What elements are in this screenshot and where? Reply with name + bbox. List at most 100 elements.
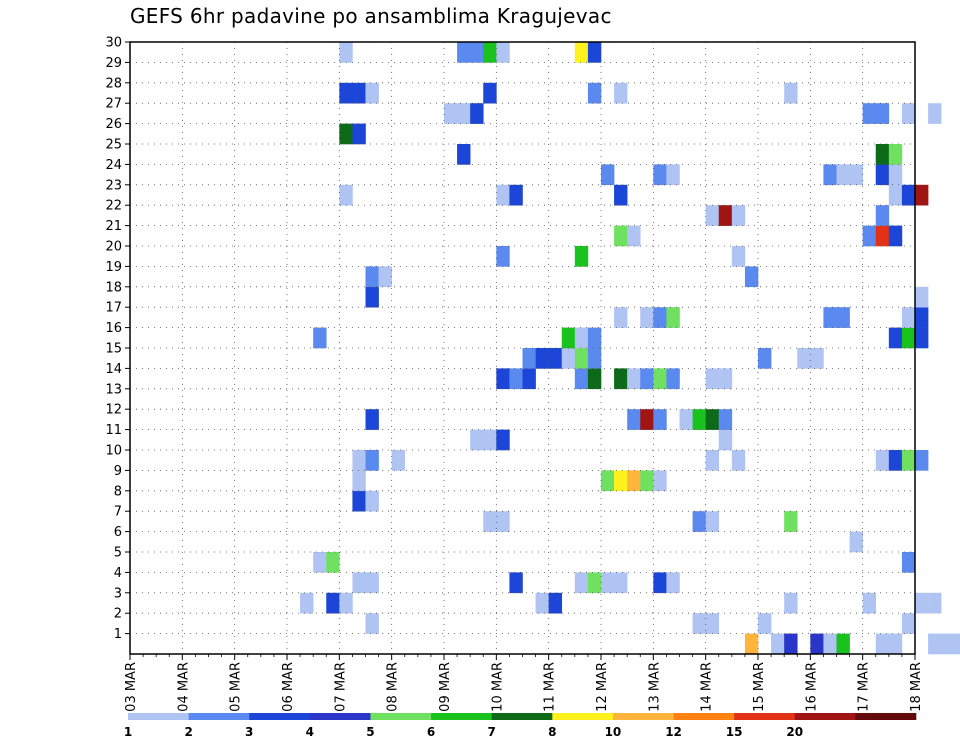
- y-tick-label: 23: [105, 178, 122, 193]
- heatmap-cell: [601, 164, 615, 186]
- colorbar-swatch: [370, 713, 432, 720]
- heatmap-cell: [901, 613, 916, 634]
- heatmap-cell: [888, 144, 903, 165]
- y-tick-label: 4: [114, 566, 122, 581]
- heatmap-cell: [587, 348, 602, 369]
- heatmap-cell: [915, 327, 929, 349]
- colorbar-label: 3: [245, 725, 253, 739]
- heatmap-cell: [875, 144, 890, 165]
- colorbar-swatch: [552, 713, 614, 720]
- heatmap-cell: [928, 633, 942, 655]
- colorbar-label: 5: [366, 725, 374, 739]
- heatmap-cell: [640, 409, 654, 430]
- heatmap-cell: [313, 552, 327, 573]
- heatmap-cell: [574, 368, 589, 390]
- heatmap-cell: [548, 348, 563, 369]
- x-tick-label: 13 MAR: [647, 662, 662, 712]
- heatmap-cell: [954, 633, 960, 655]
- y-tick-label: 28: [105, 76, 122, 91]
- heatmap-cell: [705, 450, 720, 471]
- heatmap-cell: [797, 348, 811, 369]
- heatmap-cell: [496, 368, 510, 390]
- heatmap-cell: [901, 103, 916, 124]
- y-tick-label: 13: [105, 382, 122, 397]
- heatmap-cell: [758, 613, 772, 634]
- colorbar-swatch: [309, 713, 371, 720]
- heatmap-cell: [888, 184, 903, 206]
- y-tick-label: 22: [105, 199, 122, 214]
- colorbar-swatch: [673, 713, 735, 720]
- heatmap-cell: [509, 368, 523, 390]
- cells-layer: [300, 42, 960, 655]
- heatmap-cell: [915, 307, 929, 328]
- heatmap-cell: [666, 307, 680, 328]
- y-tick-label: 25: [105, 138, 122, 153]
- heatmap-cell: [784, 633, 798, 655]
- heatmap-cell: [758, 348, 772, 369]
- heatmap-cell: [339, 184, 353, 206]
- heatmap-cell: [352, 572, 366, 594]
- heatmap-cell: [928, 103, 942, 124]
- colorbar-swatch: [188, 713, 250, 720]
- heatmap-cell: [522, 368, 536, 390]
- heatmap-cell: [339, 42, 353, 63]
- heatmap-cell: [496, 184, 510, 206]
- heatmap-cell: [483, 511, 497, 532]
- heatmap-cell: [836, 633, 850, 655]
- heatmap-cell: [483, 429, 497, 451]
- heatmap-cell: [784, 592, 798, 614]
- heatmap-cell: [496, 511, 510, 532]
- heatmap-cell: [784, 82, 798, 104]
- x-tick-label: 07 MAR: [333, 662, 348, 712]
- heatmap-cell: [915, 286, 929, 308]
- heatmap-cell: [849, 531, 863, 553]
- heatmap-cell: [627, 368, 641, 390]
- heatmap-cell: [483, 42, 497, 63]
- heatmap-cell: [496, 42, 510, 63]
- heatmap-cell: [587, 368, 602, 390]
- heatmap-cell: [692, 409, 706, 430]
- x-tick-label: 11 MAR: [543, 662, 558, 712]
- x-tick-label: 14 MAR: [700, 662, 715, 712]
- heatmap-cell: [653, 307, 667, 328]
- colorbar-label: 15: [726, 725, 743, 739]
- y-tick-label: 30: [105, 36, 122, 51]
- y-tick-label: 27: [105, 97, 122, 112]
- heatmap-cell: [535, 348, 549, 369]
- colorbar-label: 7: [488, 725, 496, 739]
- heatmap-cell: [614, 572, 628, 594]
- heatmap-cell: [627, 225, 641, 247]
- heatmap-cell: [365, 572, 379, 594]
- heatmap-cell: [614, 225, 628, 247]
- heatmap-cell: [339, 123, 353, 145]
- colorbar-label: 8: [548, 725, 556, 739]
- y-tick-label: 29: [105, 56, 122, 71]
- heatmap-cell: [352, 123, 366, 145]
- y-tick-label: 8: [114, 484, 122, 499]
- x-tick-label: 18 MAR: [909, 662, 924, 712]
- heatmap-cell: [875, 450, 890, 471]
- y-tick-label: 14: [105, 362, 122, 377]
- heatmap-cell: [457, 144, 471, 165]
- heatmap-cell: [587, 327, 602, 349]
- heatmap-cell: [705, 409, 720, 430]
- heatmap-cell: [901, 327, 916, 349]
- x-tick-label: 09 MAR: [438, 662, 453, 712]
- heatmap-cell: [365, 82, 379, 104]
- heatmap-cell: [731, 450, 746, 471]
- colorbar-label: 1: [124, 725, 132, 739]
- colorbar-label: 12: [665, 725, 682, 739]
- x-tick-label: 08 MAR: [386, 662, 401, 712]
- y-tick-label: 2: [114, 607, 122, 622]
- heatmap-cell: [614, 307, 628, 328]
- y-tick-label: 18: [105, 280, 122, 295]
- heatmap-cell: [444, 103, 458, 124]
- y-tick-label: 20: [105, 240, 122, 255]
- heatmap-cell: [574, 348, 589, 369]
- y-tick-label: 26: [105, 117, 122, 132]
- heatmap-cell: [457, 42, 471, 63]
- heatmap-cell: [823, 164, 837, 186]
- y-tick-label: 6: [114, 525, 122, 540]
- heatmap-cell: [928, 592, 942, 614]
